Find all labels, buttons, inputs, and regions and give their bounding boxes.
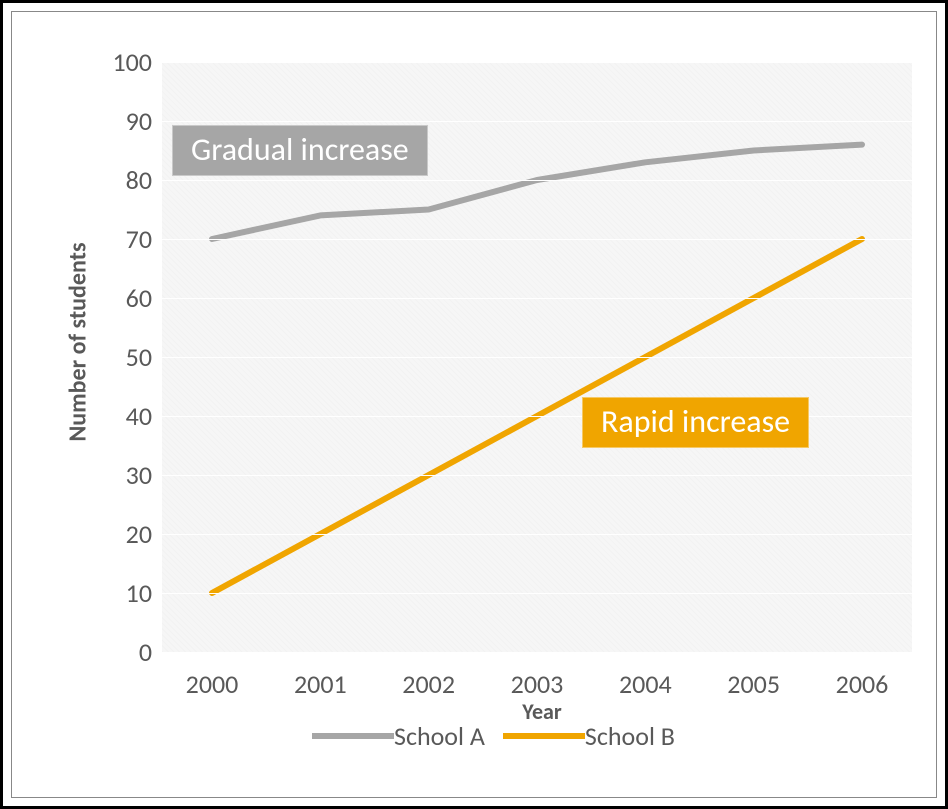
y-tick-label: 60 — [126, 282, 152, 314]
y-tick-label: 50 — [126, 341, 152, 373]
y-axis-title: Number of students — [64, 242, 93, 441]
x-tick-label: 2003 — [511, 668, 564, 700]
y-tick-label: 80 — [126, 164, 152, 196]
gridline — [162, 239, 912, 240]
legend-swatch — [503, 733, 585, 739]
gridline — [162, 121, 912, 122]
annotation-box: Rapid increase — [582, 397, 809, 448]
y-tick-label: 10 — [126, 577, 152, 609]
y-tick-label: 40 — [126, 400, 152, 432]
x-tick-label: 2000 — [186, 668, 239, 700]
y-tick-label: 30 — [126, 459, 152, 491]
x-tick-label: 2001 — [294, 668, 347, 700]
chart-container: 0 10 20 30 40 50 60 70 80 90 100 2000 2001 2002 2003 20… — [42, 32, 906, 777]
gridline — [162, 62, 912, 63]
x-tick-label: 2002 — [402, 668, 455, 700]
y-tick-label: 100 — [112, 46, 152, 78]
x-tick-label: 2005 — [727, 668, 780, 700]
gridline — [162, 475, 912, 476]
chart-frame: 0 10 20 30 40 50 60 70 80 90 100 2000 2001 2002 2003 20… — [11, 11, 937, 798]
legend-swatch — [312, 733, 394, 739]
x-tick-label: 2006 — [836, 668, 889, 700]
legend-label: School B — [585, 720, 675, 752]
legend: School A School B — [312, 720, 675, 752]
legend-item: School A — [312, 720, 485, 752]
gridline — [162, 298, 912, 299]
gridline — [162, 534, 912, 535]
y-tick-label: 0 — [139, 636, 152, 668]
legend-item: School B — [503, 720, 675, 752]
gridline — [162, 180, 912, 181]
gridline — [162, 357, 912, 358]
gridline — [162, 652, 912, 653]
y-tick-label: 20 — [126, 518, 152, 550]
x-tick-label: 2004 — [619, 668, 672, 700]
gridline — [162, 593, 912, 594]
legend-label: School A — [394, 720, 485, 752]
y-tick-label: 90 — [126, 105, 152, 137]
annotation-box: Gradual increase — [172, 125, 428, 176]
y-tick-label: 70 — [126, 223, 152, 255]
